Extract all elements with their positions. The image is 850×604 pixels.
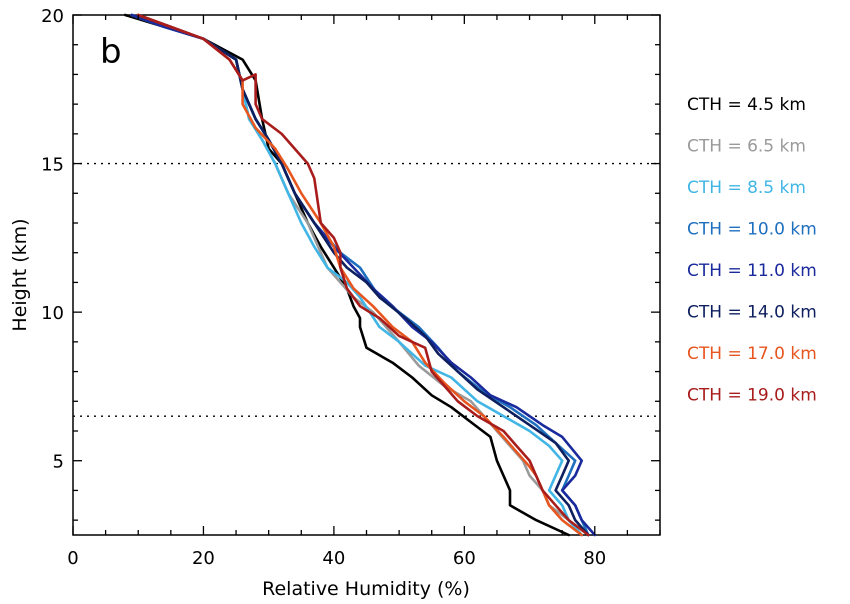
y-tick-label: 15 — [41, 155, 64, 176]
x-tick-label: 20 — [192, 548, 215, 569]
y-axis-ticks: 5 10 15 20 — [41, 6, 660, 521]
legend: CTH = 4.5 km CTH = 6.5 km CTH = 8.5 km CTH … — [687, 95, 817, 406]
x-axis-ticks: 0 20 40 60 80 — [67, 15, 661, 569]
x-tick-label: 80 — [583, 548, 606, 569]
legend-entry: CTH = 11.0 km — [687, 261, 817, 281]
series-line — [123, 13, 571, 537]
x-tick-label: 60 — [453, 548, 476, 569]
legend-entry: CTH = 8.5 km — [687, 178, 806, 198]
legend-entry: CTH = 19.0 km — [687, 386, 817, 406]
series-line — [136, 13, 590, 537]
x-tick-label: 0 — [67, 548, 78, 569]
x-tick-label: 40 — [322, 548, 345, 569]
series-line — [136, 13, 584, 537]
y-tick-label: 10 — [41, 303, 64, 324]
legend-entry: CTH = 6.5 km — [687, 137, 806, 157]
legend-entry: CTH = 14.0 km — [687, 303, 817, 323]
y-tick-label: 20 — [41, 6, 64, 27]
series-line — [136, 13, 590, 537]
legend-entry: CTH = 4.5 km — [687, 95, 806, 115]
legend-entry: CTH = 10.0 km — [687, 220, 817, 240]
x-axis-label: Relative Humidity (%) — [262, 578, 470, 600]
legend-entry: CTH = 17.0 km — [687, 344, 817, 364]
y-tick-label: 5 — [53, 452, 64, 473]
series-lines — [123, 13, 597, 537]
panel-label: b — [100, 32, 122, 72]
y-axis-label: Height (km) — [9, 218, 31, 331]
